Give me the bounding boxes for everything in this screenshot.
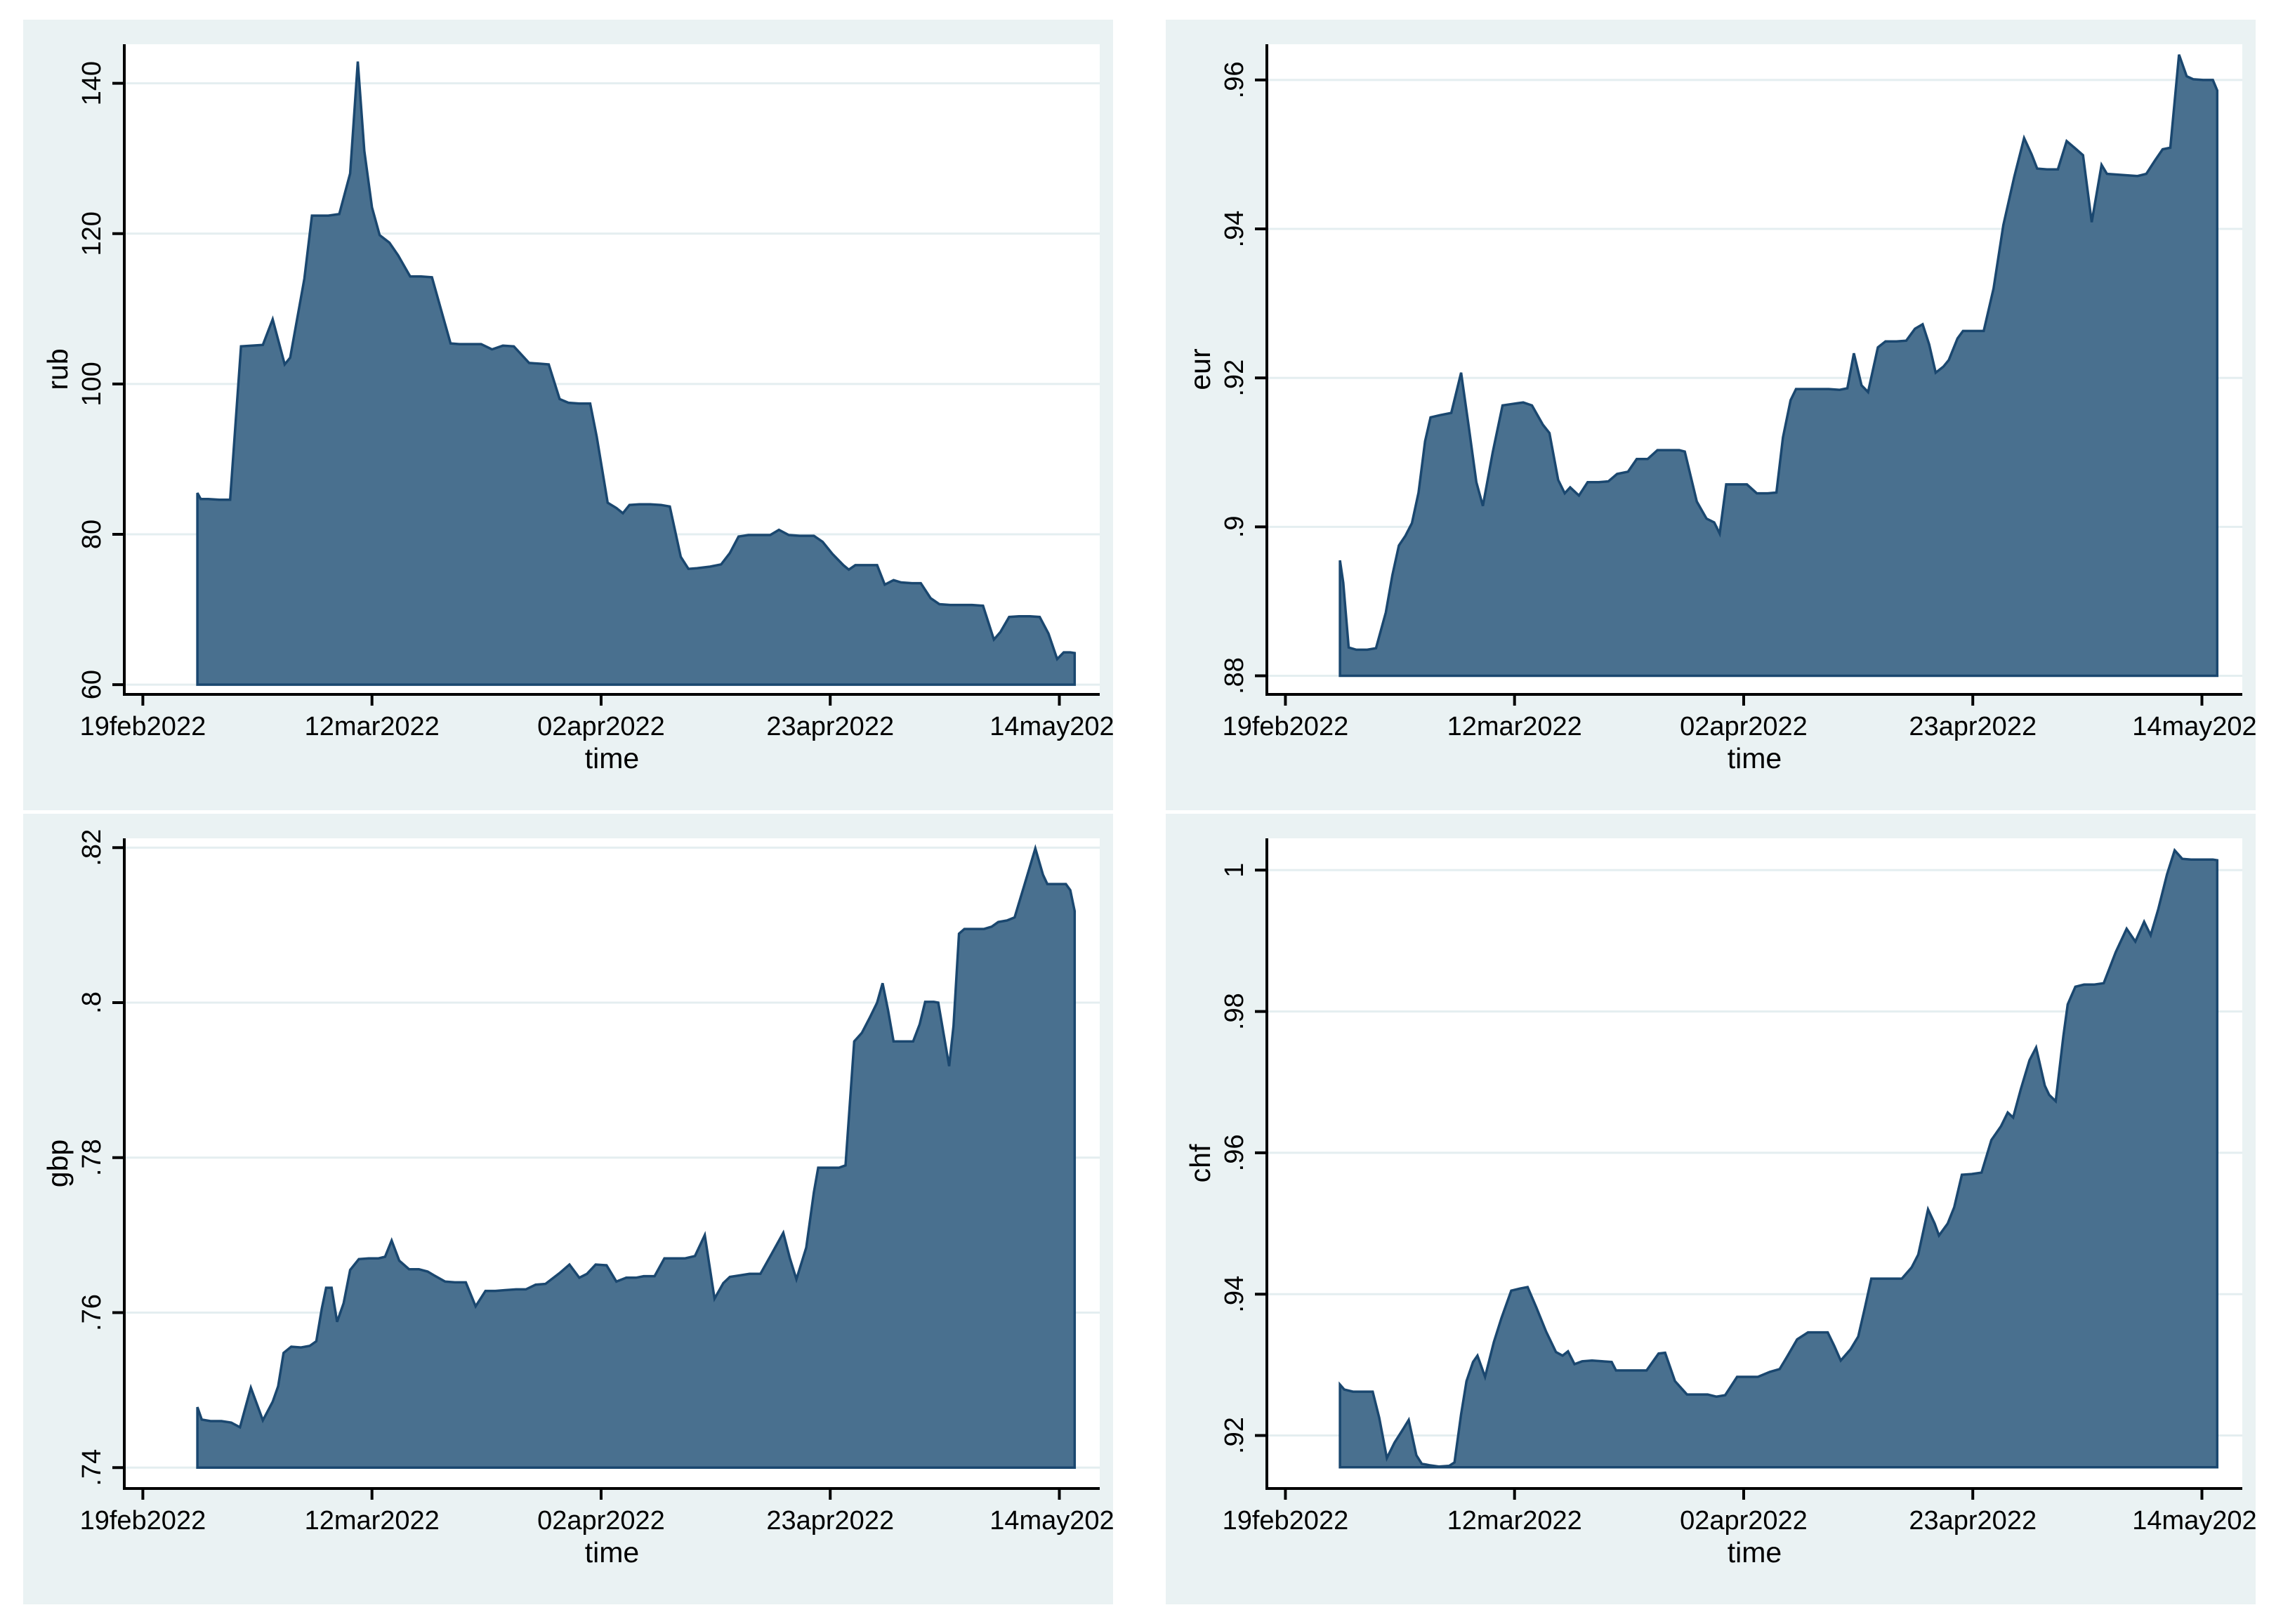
y-tick-label: .92 (1220, 359, 1249, 397)
y-tick-label: 60 (77, 670, 107, 699)
y-tick-label: .76 (77, 1294, 107, 1331)
chart-panel-gbp: .74 .76 .78 .8 .82 19feb2022 12mar2022 02apr202… (23, 814, 1113, 1604)
y-tick-label: .96 (1220, 61, 1249, 98)
x-tick-label: 02apr2022 (1680, 712, 1808, 741)
x-tick-label: 19feb2022 (80, 1506, 206, 1536)
y-tick-label: 1 (1220, 863, 1249, 878)
x-tick-label: 14may2022 (989, 712, 1113, 741)
y-tick-label: .92 (1220, 1417, 1249, 1454)
x-tick-label: 23apr2022 (1909, 1506, 2037, 1536)
y-axis-title: gbp (41, 1140, 74, 1187)
x-tick-label: 02apr2022 (537, 1506, 665, 1536)
chart-grid: 60 80 100 120 140 19feb2022 12mar2022 02apr2022… (23, 20, 2256, 1604)
x-tick-label: 19feb2022 (1223, 712, 1349, 741)
chart-panel-chf: .92 .94 .96 .98 1 19feb2022 12mar2022 02apr2022… (1166, 814, 2256, 1604)
chart-panel-eur: .88 .9 .92 .94 .96 19feb2022 12mar2022 02apr202… (1166, 20, 2256, 810)
x-tick-label: 02apr2022 (1680, 1506, 1808, 1536)
y-axis-title: chf (1184, 1144, 1216, 1182)
chart-svg-chf: .92 .94 .96 .98 1 19feb2022 12mar2022 02apr2022… (1184, 838, 2256, 1569)
x-tick-label: 23apr2022 (1909, 712, 2037, 741)
y-tick-label: .96 (1220, 1134, 1249, 1171)
y-tick-label: 80 (77, 520, 107, 549)
x-tick-label: 19feb2022 (80, 712, 206, 741)
y-tick-label: .94 (1220, 1276, 1249, 1313)
y-tick-label: .9 (1220, 515, 1249, 538)
y-tick-label: 120 (77, 211, 107, 256)
x-tick-label: 23apr2022 (766, 712, 894, 741)
y-tick-label: 140 (77, 61, 107, 105)
x-tick-label: 14may2022 (2132, 1506, 2256, 1536)
chart-svg-eur: .88 .9 .92 .94 .96 19feb2022 12mar2022 02apr202… (1184, 44, 2256, 774)
y-axis-title: eur (1184, 348, 1216, 390)
area-series-rub (196, 61, 1077, 686)
x-axis-title: time (1728, 742, 1782, 774)
area-series-gbp (196, 844, 1077, 1469)
y-tick-label: 100 (77, 362, 107, 406)
chart-svg-rub: 60 80 100 120 140 19feb2022 12mar2022 02apr2022… (41, 44, 1113, 774)
y-tick-label: .8 (77, 991, 107, 1014)
y-tick-label: .98 (1220, 993, 1249, 1030)
x-tick-label: 12mar2022 (305, 1506, 440, 1536)
y-tick-label: .94 (1220, 211, 1249, 248)
y-tick-label: .74 (77, 1449, 107, 1486)
y-tick-label: .78 (77, 1139, 107, 1176)
y-tick-label: .88 (1220, 657, 1249, 694)
x-tick-label: 02apr2022 (537, 712, 665, 741)
x-axis-title: time (1728, 1536, 1782, 1569)
area-series-chf (1338, 847, 2219, 1469)
x-axis-title: time (585, 742, 639, 774)
chart-svg-gbp: .74 .76 .78 .8 .82 19feb2022 12mar2022 02apr202… (41, 829, 1113, 1569)
chart-panel-rub: 60 80 100 120 140 19feb2022 12mar2022 02apr2022… (23, 20, 1113, 810)
x-axis-title: time (585, 1536, 639, 1569)
y-tick-label: .82 (77, 829, 107, 866)
y-axis-title: rub (41, 348, 74, 390)
x-tick-label: 12mar2022 (1447, 1506, 1582, 1536)
x-tick-label: 12mar2022 (1447, 712, 1582, 741)
x-tick-label: 12mar2022 (305, 712, 440, 741)
area-series-eur (1338, 54, 2219, 678)
x-tick-label: 14may2022 (2132, 712, 2256, 741)
x-tick-label: 19feb2022 (1223, 1506, 1349, 1536)
x-tick-label: 14may2022 (989, 1506, 1113, 1536)
x-tick-label: 23apr2022 (766, 1506, 894, 1536)
